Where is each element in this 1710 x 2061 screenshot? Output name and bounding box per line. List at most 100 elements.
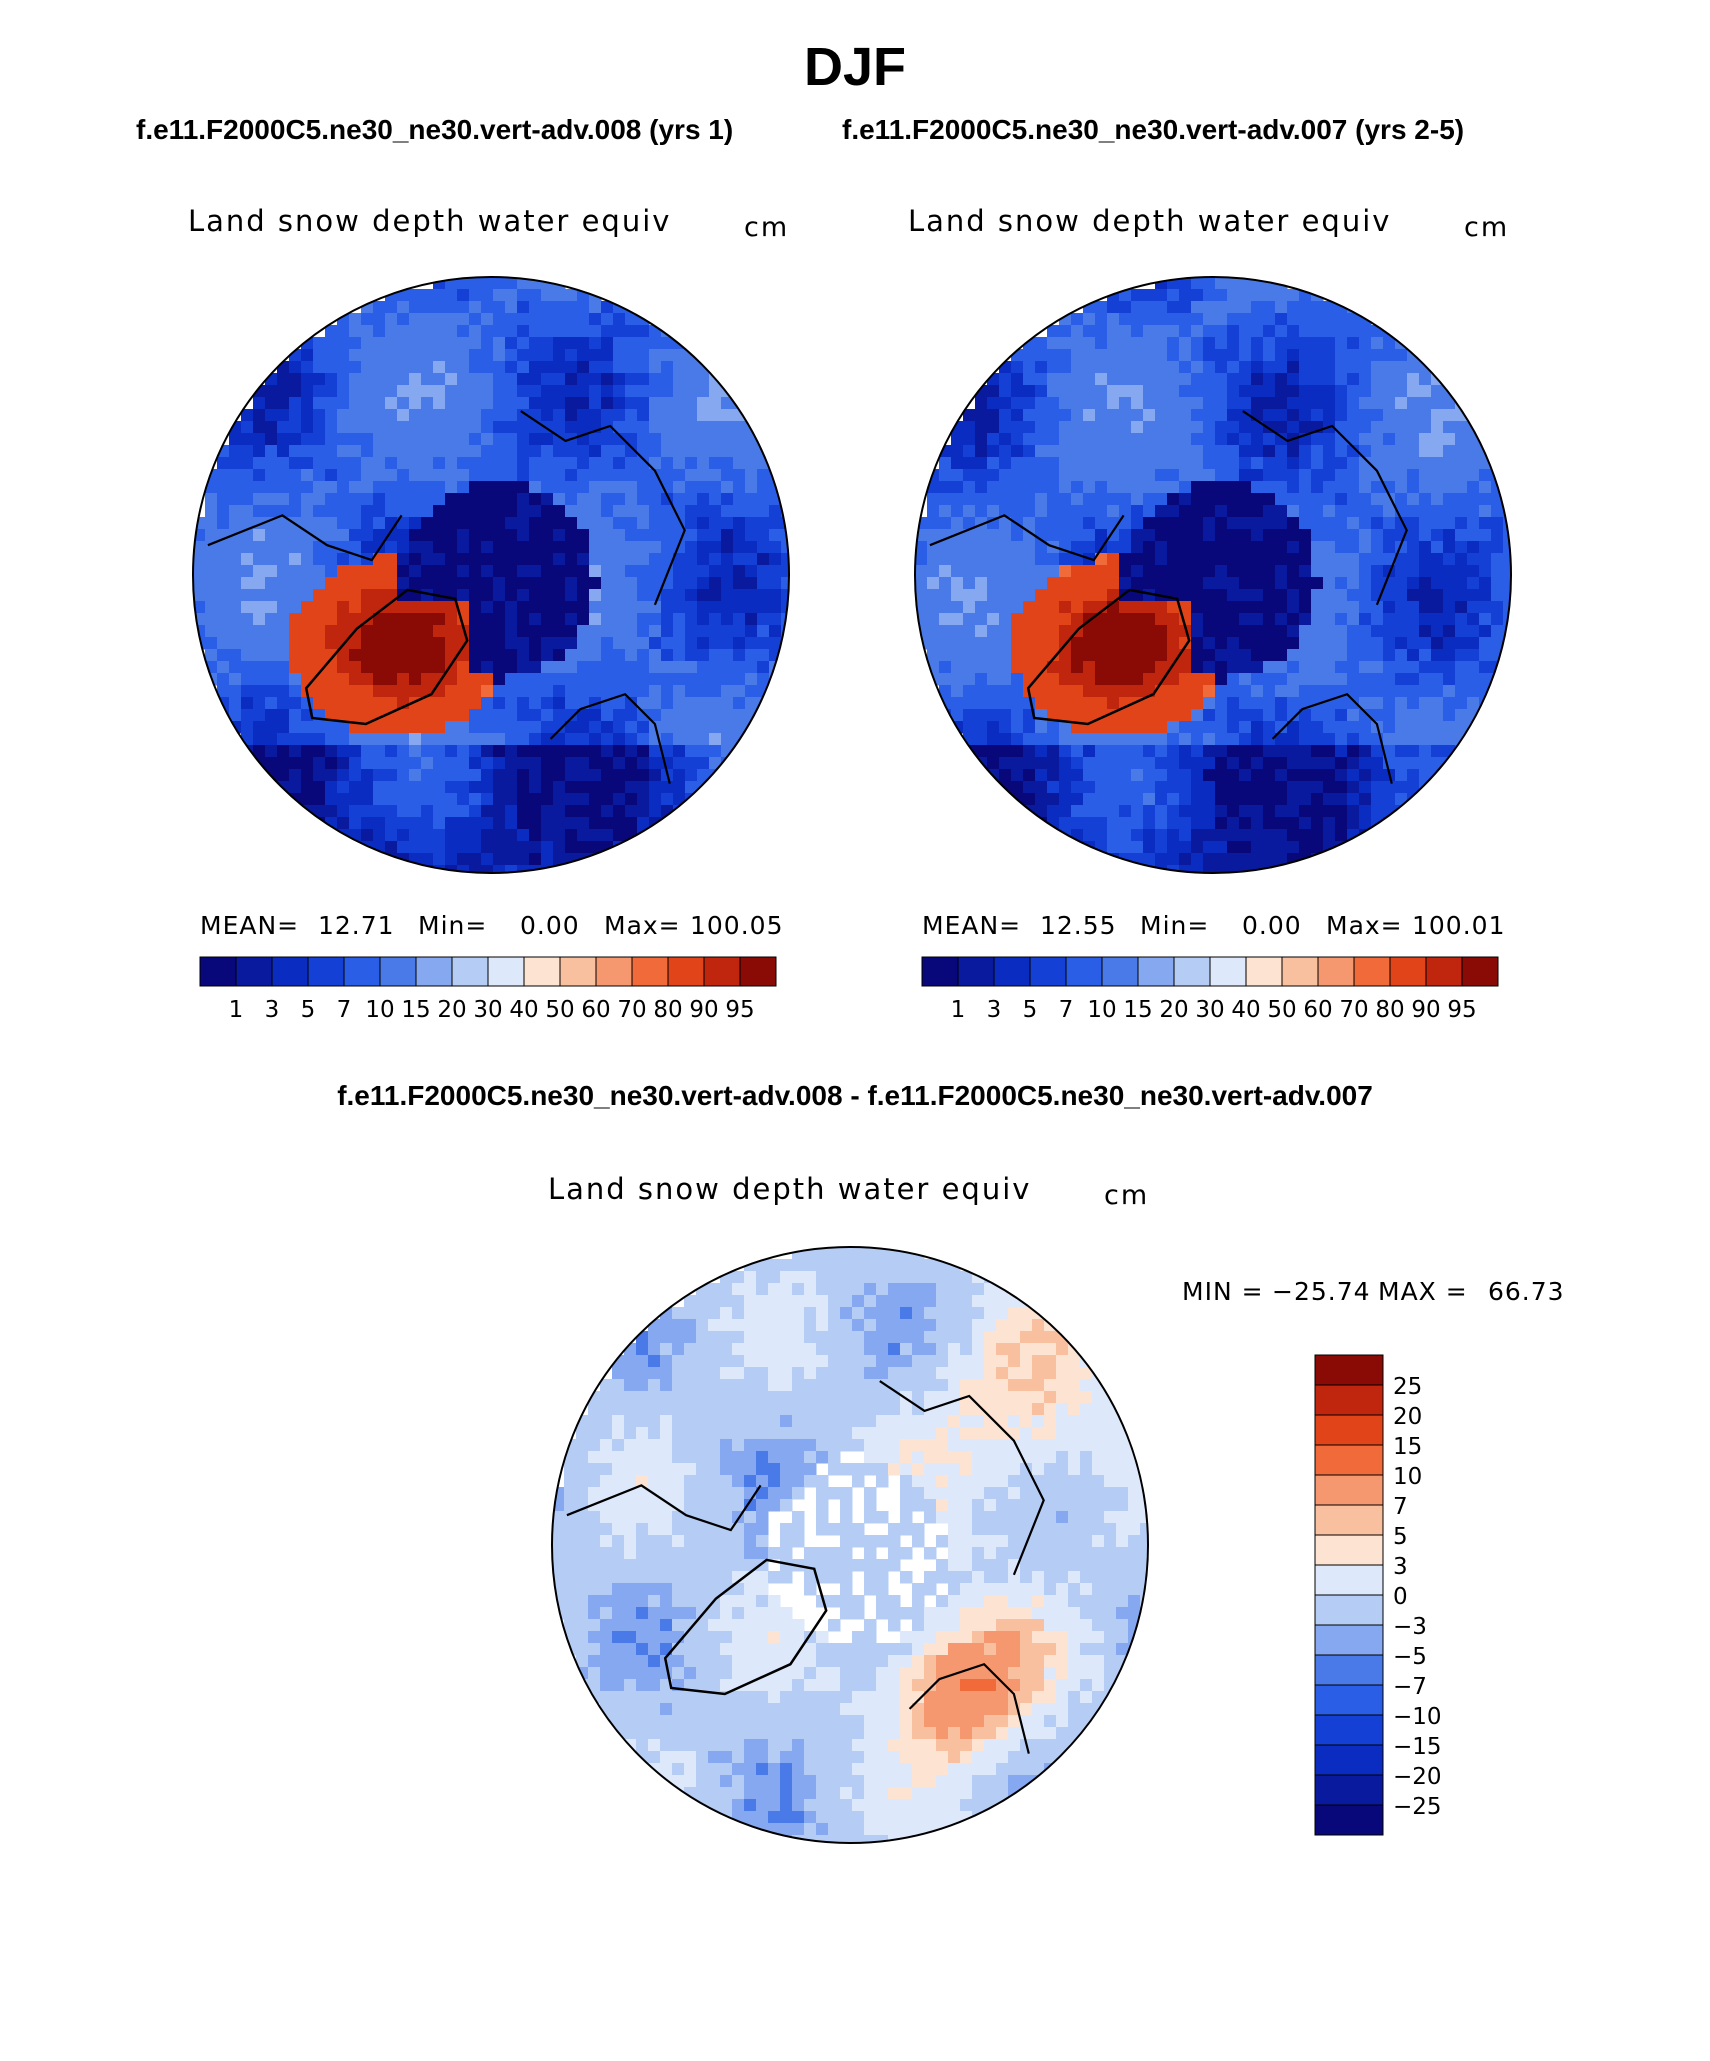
diff-cell (984, 1367, 997, 1380)
diff-cell (660, 1355, 673, 1368)
panel2-cell (1287, 289, 1300, 302)
diff-cell (804, 1475, 817, 1488)
panel2-cell (1179, 481, 1192, 494)
diff-cell (864, 1343, 877, 1356)
panel1-cell (733, 697, 746, 710)
panel1-cell (289, 673, 302, 686)
panel1-cell (673, 673, 686, 686)
diff-cell (948, 1343, 961, 1356)
panel1-cell (685, 781, 698, 794)
panel2-cell (1083, 637, 1096, 650)
panel2-cell (1491, 457, 1504, 470)
panel2-cell (1251, 481, 1264, 494)
panel2-cell (1443, 553, 1456, 566)
panel2-cell (1179, 325, 1192, 338)
panel2-cell (1131, 577, 1144, 590)
panel2-cell (1143, 481, 1156, 494)
diff-cell (696, 1307, 709, 1320)
panel1-cell (505, 745, 518, 758)
panel2-cell (1275, 829, 1288, 842)
panel2-cell (963, 673, 976, 686)
panel1-cell (709, 577, 722, 590)
panel2-cell (1095, 733, 1108, 746)
panel1-cell (517, 601, 530, 614)
diff-cell (768, 1499, 781, 1512)
panel1-cell (553, 373, 566, 386)
panel1-cell (241, 685, 254, 698)
panel1-cell (541, 625, 554, 638)
panel1-cell (565, 385, 578, 398)
panel1-cell (589, 805, 602, 818)
diff-cell (1044, 1427, 1057, 1440)
panel1-cell (385, 397, 398, 410)
panel1-cell (613, 397, 626, 410)
panel2-cell (999, 769, 1012, 782)
panel2-cell (1179, 781, 1192, 794)
panel1-cell (277, 457, 290, 470)
diff-cell (984, 1499, 997, 1512)
diff-cell (708, 1463, 721, 1476)
diff-cell (1080, 1463, 1093, 1476)
panel1-cell (709, 709, 722, 722)
panel2-cell (1215, 373, 1228, 386)
panel1-cell (385, 829, 398, 842)
panel1-cell (421, 337, 434, 350)
diff-cell (792, 1379, 805, 1392)
diff-cell (960, 1439, 973, 1452)
diff-cell (1092, 1463, 1105, 1476)
panel2-cell (1011, 541, 1024, 554)
case1-title: f.e11.F2000C5.ne30_ne30.vert-adv.008 (yr… (136, 114, 734, 145)
panel1-cell (685, 565, 698, 578)
panel2-cell (1119, 565, 1132, 578)
diff-cell (960, 1451, 973, 1464)
diff-cell (708, 1331, 721, 1344)
panel2-cell (1155, 361, 1168, 374)
panel1-cell (481, 529, 494, 542)
panel2-cell (1371, 541, 1384, 554)
panel1-cell (481, 733, 494, 746)
panel1-cell (445, 325, 458, 338)
diff-cell (876, 1475, 889, 1488)
diff-cell (900, 1283, 913, 1296)
panel1-cell (661, 361, 674, 374)
panel2-cell (1263, 361, 1276, 374)
panel2-cell (1395, 673, 1408, 686)
panel2-cell (1071, 433, 1084, 446)
panel1-cell (457, 805, 470, 818)
panel2-cell (1251, 649, 1264, 662)
diff-cell (672, 1367, 685, 1380)
panel1-cell (421, 385, 434, 398)
diff-cell (768, 1475, 781, 1488)
panel2-cell (1311, 841, 1324, 854)
diff-cell (888, 1427, 901, 1440)
panel1-cell (529, 745, 542, 758)
panel2-cell (1143, 337, 1156, 350)
panel1-cell (325, 397, 338, 410)
panel2-cell (1311, 733, 1324, 746)
panel2-cell (1095, 589, 1108, 602)
panel2-cell (1347, 481, 1360, 494)
diff-cell (696, 1295, 709, 1308)
panel2-cell (1155, 601, 1168, 614)
panel1-cell (493, 865, 506, 873)
panel1-cell (577, 445, 590, 458)
panel2-cell (1023, 721, 1036, 734)
panel2-cell (1203, 589, 1216, 602)
diff-cell (984, 1343, 997, 1356)
panel1-cell (265, 697, 278, 710)
panel2-cell (1227, 313, 1240, 326)
diff-cell (1116, 1511, 1129, 1524)
diff-cell (912, 1331, 925, 1344)
diff-cell (1020, 1511, 1033, 1524)
panel2-cell (1251, 397, 1264, 410)
panel2-cell (1359, 745, 1372, 758)
diff-cell (792, 1511, 805, 1524)
panel2-cell (999, 709, 1012, 722)
diff-cell (972, 1499, 985, 1512)
panel2-cell (1143, 469, 1156, 482)
diff-cell (744, 1319, 757, 1332)
panel2-cell (999, 457, 1012, 470)
panel1-cell (637, 757, 650, 770)
panel2-cell (1131, 817, 1144, 830)
panel1-cell (541, 505, 554, 518)
